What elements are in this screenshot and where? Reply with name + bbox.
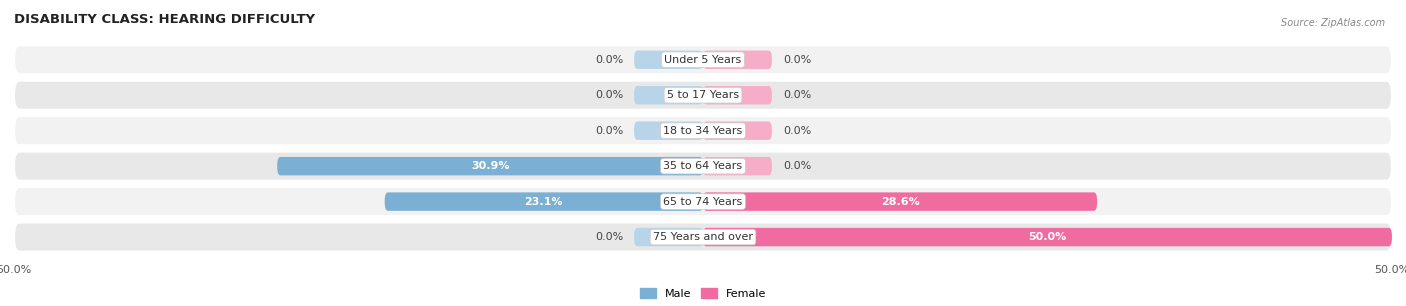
Text: 30.9%: 30.9% [471,161,509,171]
Legend: Male, Female: Male, Female [636,284,770,304]
Text: 0.0%: 0.0% [783,126,811,136]
Text: 0.0%: 0.0% [783,90,811,100]
Text: Source: ZipAtlas.com: Source: ZipAtlas.com [1281,18,1385,28]
FancyBboxPatch shape [703,121,772,140]
FancyBboxPatch shape [703,86,772,104]
Text: 0.0%: 0.0% [595,55,623,65]
FancyBboxPatch shape [703,50,772,69]
Text: 50.0%: 50.0% [1028,232,1067,242]
FancyBboxPatch shape [703,228,1392,246]
FancyBboxPatch shape [14,187,1392,216]
FancyBboxPatch shape [634,86,703,104]
FancyBboxPatch shape [634,121,703,140]
FancyBboxPatch shape [14,116,1392,145]
FancyBboxPatch shape [14,151,1392,181]
Text: 65 to 74 Years: 65 to 74 Years [664,196,742,207]
Text: 75 Years and over: 75 Years and over [652,232,754,242]
Text: DISABILITY CLASS: HEARING DIFFICULTY: DISABILITY CLASS: HEARING DIFFICULTY [14,13,315,26]
FancyBboxPatch shape [634,228,703,246]
Text: 28.6%: 28.6% [880,196,920,207]
FancyBboxPatch shape [14,45,1392,74]
FancyBboxPatch shape [703,157,772,175]
Text: 0.0%: 0.0% [783,55,811,65]
Text: 18 to 34 Years: 18 to 34 Years [664,126,742,136]
FancyBboxPatch shape [703,192,1097,211]
FancyBboxPatch shape [634,50,703,69]
Text: 0.0%: 0.0% [783,161,811,171]
Text: Under 5 Years: Under 5 Years [665,55,741,65]
FancyBboxPatch shape [385,192,703,211]
FancyBboxPatch shape [14,81,1392,110]
Text: 0.0%: 0.0% [595,90,623,100]
FancyBboxPatch shape [14,222,1392,252]
Text: 35 to 64 Years: 35 to 64 Years [664,161,742,171]
Text: 5 to 17 Years: 5 to 17 Years [666,90,740,100]
Text: 0.0%: 0.0% [595,232,623,242]
FancyBboxPatch shape [277,157,703,175]
Text: 0.0%: 0.0% [595,126,623,136]
Text: 23.1%: 23.1% [524,196,564,207]
